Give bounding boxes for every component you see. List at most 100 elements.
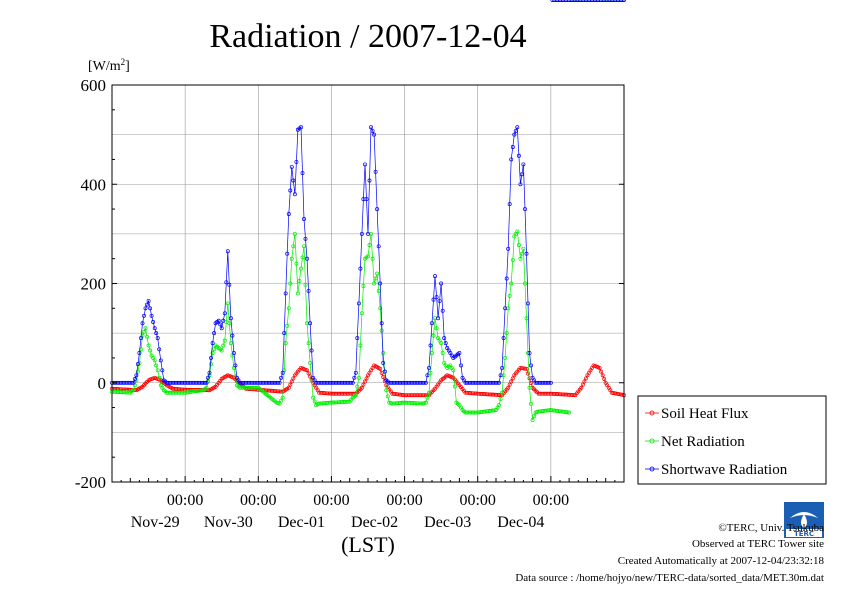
data-point bbox=[510, 257, 515, 262]
data-point bbox=[597, 365, 602, 370]
data-point bbox=[291, 376, 296, 381]
data-point bbox=[364, 376, 369, 381]
data-point bbox=[280, 370, 285, 375]
data-point bbox=[300, 255, 305, 260]
data-point bbox=[375, 207, 380, 212]
data-point bbox=[353, 393, 358, 398]
x-tick-date-label: Dec-04 bbox=[497, 514, 544, 531]
data-point bbox=[199, 388, 204, 393]
data-point bbox=[523, 281, 527, 286]
data-point bbox=[155, 336, 160, 341]
data-point bbox=[143, 326, 148, 331]
data-point bbox=[137, 351, 142, 355]
data-point bbox=[299, 125, 303, 130]
data-point bbox=[509, 157, 514, 162]
data-point bbox=[515, 125, 520, 130]
data-point bbox=[582, 379, 587, 384]
data-point bbox=[204, 380, 209, 385]
legend-marker bbox=[649, 438, 655, 444]
data-point bbox=[277, 401, 282, 406]
data-point bbox=[530, 418, 535, 422]
series-layer bbox=[110, 0, 626, 422]
data-point bbox=[606, 0, 611, 2]
data-point bbox=[305, 368, 309, 373]
data-point bbox=[527, 351, 532, 355]
data-point bbox=[294, 159, 299, 164]
data-point bbox=[567, 0, 572, 2]
data-point bbox=[571, 0, 576, 2]
data-point bbox=[364, 197, 369, 202]
data-point bbox=[289, 256, 294, 261]
data-point bbox=[427, 365, 431, 370]
data-point bbox=[210, 341, 215, 346]
series-net-radiation bbox=[110, 0, 626, 422]
data-point bbox=[300, 171, 305, 176]
data-point bbox=[529, 363, 533, 368]
data-point bbox=[457, 351, 462, 355]
legend-marker bbox=[649, 410, 655, 416]
y-tick-label: 600 bbox=[81, 76, 107, 95]
data-point bbox=[384, 388, 389, 393]
data-point bbox=[519, 251, 524, 256]
data-point bbox=[308, 321, 313, 326]
data-point bbox=[370, 256, 375, 261]
data-point bbox=[149, 313, 154, 318]
data-point bbox=[369, 125, 373, 130]
data-point bbox=[580, 0, 585, 2]
x-tick-date-label: Dec-02 bbox=[351, 514, 398, 531]
data-point bbox=[431, 297, 436, 302]
data-point bbox=[433, 274, 437, 279]
chart-title: Radiation / 2007-12-04 bbox=[209, 18, 526, 55]
data-point bbox=[518, 256, 523, 261]
y-tick-label: 400 bbox=[81, 175, 107, 194]
data-point bbox=[381, 360, 386, 365]
data-point bbox=[559, 0, 564, 2]
data-point bbox=[519, 172, 524, 177]
svg-text:TERC: TERC bbox=[794, 530, 814, 538]
data-point bbox=[600, 0, 605, 2]
data-point bbox=[568, 0, 573, 2]
footer-created: Created Automatically at 2007-12-04/23:3… bbox=[617, 555, 824, 567]
data-point bbox=[615, 0, 620, 2]
data-point bbox=[594, 0, 599, 2]
legend-label: Soil Heat Flux bbox=[661, 406, 749, 422]
x-tick-date-label: Nov-30 bbox=[204, 514, 253, 531]
data-point bbox=[495, 380, 500, 385]
data-point bbox=[303, 236, 308, 241]
y-tick-label: -200 bbox=[75, 473, 106, 492]
data-point bbox=[233, 363, 238, 368]
data-point bbox=[139, 336, 143, 341]
data-point bbox=[160, 368, 165, 373]
data-point bbox=[142, 313, 146, 318]
x-tick-time-label: 00:00 bbox=[167, 492, 203, 509]
grid bbox=[112, 85, 624, 482]
data-point bbox=[440, 351, 445, 355]
data-point bbox=[579, 385, 584, 390]
data-point bbox=[221, 318, 226, 323]
data-point bbox=[359, 385, 364, 390]
data-point bbox=[228, 316, 233, 321]
data-point bbox=[622, 0, 626, 2]
data-point bbox=[305, 256, 309, 261]
data-point bbox=[132, 377, 137, 381]
data-point bbox=[216, 318, 221, 323]
data-point bbox=[428, 343, 433, 348]
y-tick-label: 200 bbox=[81, 275, 107, 294]
data-point bbox=[603, 0, 608, 2]
data-point bbox=[602, 377, 607, 381]
data-point bbox=[504, 331, 509, 336]
data-point bbox=[510, 376, 515, 381]
data-point bbox=[378, 281, 383, 286]
data-point bbox=[612, 0, 617, 2]
data-point bbox=[143, 306, 148, 311]
legend: Soil Heat Flux Net Radiation Shortwave Rad… bbox=[637, 395, 827, 485]
data-point bbox=[140, 321, 145, 326]
data-point bbox=[382, 369, 387, 374]
data-point bbox=[551, 0, 556, 2]
data-point bbox=[577, 0, 582, 2]
data-point bbox=[352, 375, 357, 380]
data-point bbox=[510, 145, 515, 149]
x-tick-date-label: Dec-03 bbox=[424, 514, 471, 531]
data-point bbox=[219, 326, 224, 331]
data-point bbox=[373, 169, 378, 174]
